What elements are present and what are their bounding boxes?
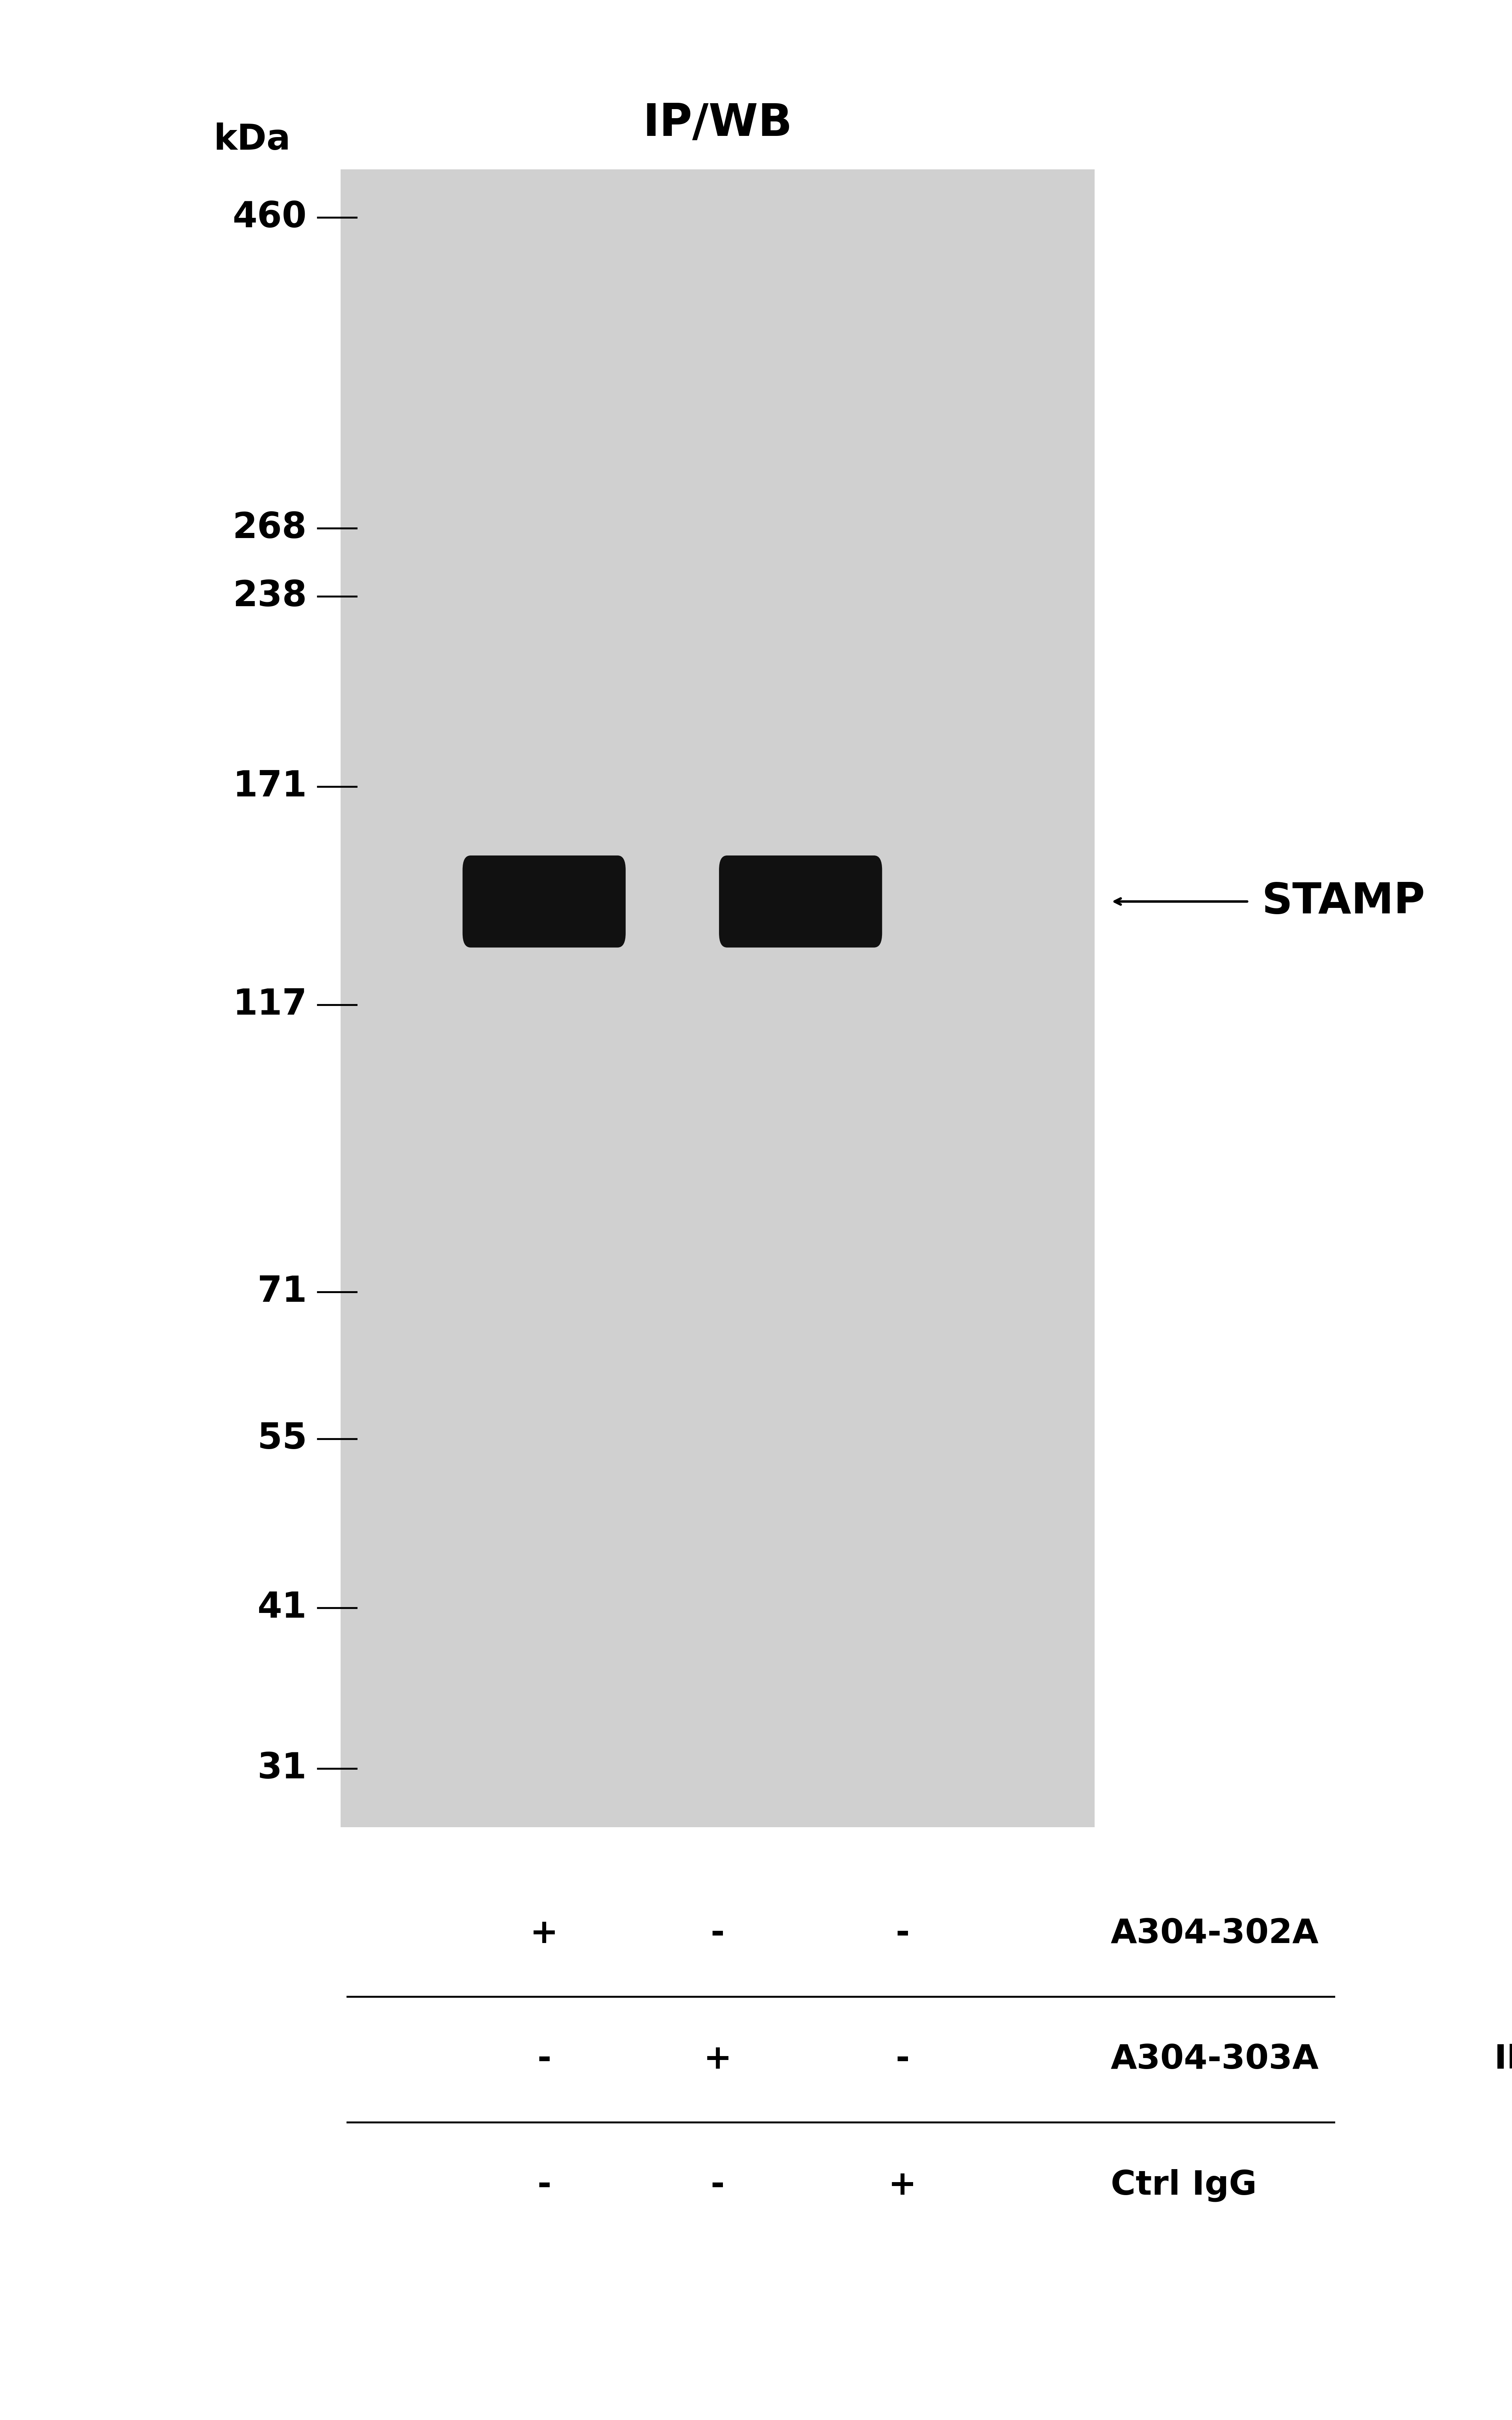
Text: Ctrl IgG: Ctrl IgG — [1111, 2168, 1256, 2202]
Text: +: + — [703, 2042, 732, 2076]
Text: 460: 460 — [233, 201, 307, 235]
Text: -: - — [537, 2168, 550, 2202]
Text: STAMP: STAMP — [1261, 881, 1424, 922]
Text: -: - — [711, 2168, 724, 2202]
Text: IP/WB: IP/WB — [643, 102, 792, 145]
Text: +: + — [529, 1917, 558, 1951]
FancyBboxPatch shape — [340, 169, 1095, 1827]
Text: +: + — [888, 2168, 916, 2202]
Text: -: - — [895, 2042, 909, 2076]
Text: 41: 41 — [257, 1590, 307, 1626]
Text: -: - — [895, 1917, 909, 1951]
Text: kDa: kDa — [213, 123, 290, 157]
Text: 31: 31 — [257, 1752, 307, 1786]
Text: A304-302A: A304-302A — [1111, 1917, 1318, 1951]
Text: 171: 171 — [233, 770, 307, 803]
Text: 117: 117 — [233, 987, 307, 1021]
Text: 71: 71 — [257, 1275, 307, 1309]
FancyBboxPatch shape — [720, 857, 881, 949]
Text: IP: IP — [1494, 2042, 1512, 2076]
Text: -: - — [711, 1917, 724, 1951]
Text: 268: 268 — [233, 511, 307, 544]
Text: -: - — [537, 2042, 550, 2076]
Text: 238: 238 — [233, 578, 307, 615]
Text: A304-303A: A304-303A — [1111, 2042, 1318, 2076]
Text: 55: 55 — [257, 1421, 307, 1457]
FancyBboxPatch shape — [463, 857, 626, 949]
